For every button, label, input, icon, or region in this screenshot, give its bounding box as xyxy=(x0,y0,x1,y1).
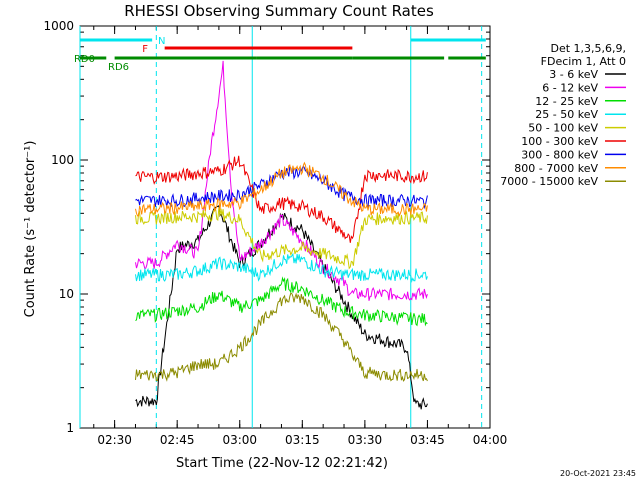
legend-label: 800 - 7000 keV xyxy=(514,162,598,175)
flag-label-n: N xyxy=(158,36,165,47)
x-tick-label: 02:30 xyxy=(97,433,132,447)
y-tick-label: 100 xyxy=(51,153,74,167)
flag-label-rd6: RD6 xyxy=(108,62,129,73)
legend-label: 300 - 800 keV xyxy=(521,148,598,161)
legend-label: 50 - 100 keV xyxy=(528,122,598,135)
footer-timestamp: 20-Oct-2021 23:45 xyxy=(560,469,636,478)
y-tick-label: 1 xyxy=(66,421,74,435)
legend-label: 100 - 300 keV xyxy=(521,135,598,148)
y-tick-label: 1000 xyxy=(43,19,74,33)
x-tick-label: 03:00 xyxy=(222,433,257,447)
legend-label: 6 - 12 keV xyxy=(542,81,598,94)
series-line xyxy=(135,276,428,327)
legend-label: 12 - 25 keV xyxy=(535,95,598,108)
y-tick-label: 10 xyxy=(59,287,74,301)
legend-header-line-1: Det 1,3,5,6,9, xyxy=(550,42,626,55)
series-line xyxy=(135,155,428,243)
plot-layer: 1 10 100 1000 02:30 02:45 03:00 03:15 03:30 03:45… xyxy=(43,19,507,447)
y-axis-label: Count Rate (s⁻¹ detector⁻¹) xyxy=(23,141,38,318)
x-tick-label: 02:45 xyxy=(160,433,195,447)
legend-header-line-2: FDecim 1, Att 0 xyxy=(541,55,626,68)
flag-label-rd0: RD0 xyxy=(74,54,95,65)
flag-label-f: F xyxy=(142,44,148,55)
series-line xyxy=(135,161,428,217)
series-line xyxy=(135,165,428,210)
chart-title: RHESSI Observing Summary Count Rates xyxy=(124,2,434,20)
x-tick-label: 03:30 xyxy=(348,433,383,447)
series-line xyxy=(135,252,428,283)
x-tick-label: 03:45 xyxy=(410,433,445,447)
x-tick-label: 03:15 xyxy=(285,433,320,447)
legend-label: 7000 - 15000 keV xyxy=(500,175,598,188)
legend-label: 25 - 50 keV xyxy=(535,108,598,121)
series-line xyxy=(135,292,428,382)
x-tick-label: 04:00 xyxy=(473,433,508,447)
x-axis-label: Start Time (22-Nov-12 02:21:42) xyxy=(176,456,388,471)
series-line xyxy=(135,207,428,270)
legend-label: 3 - 6 keV xyxy=(549,68,598,81)
plot-frame xyxy=(79,25,491,429)
series-line xyxy=(135,60,428,301)
